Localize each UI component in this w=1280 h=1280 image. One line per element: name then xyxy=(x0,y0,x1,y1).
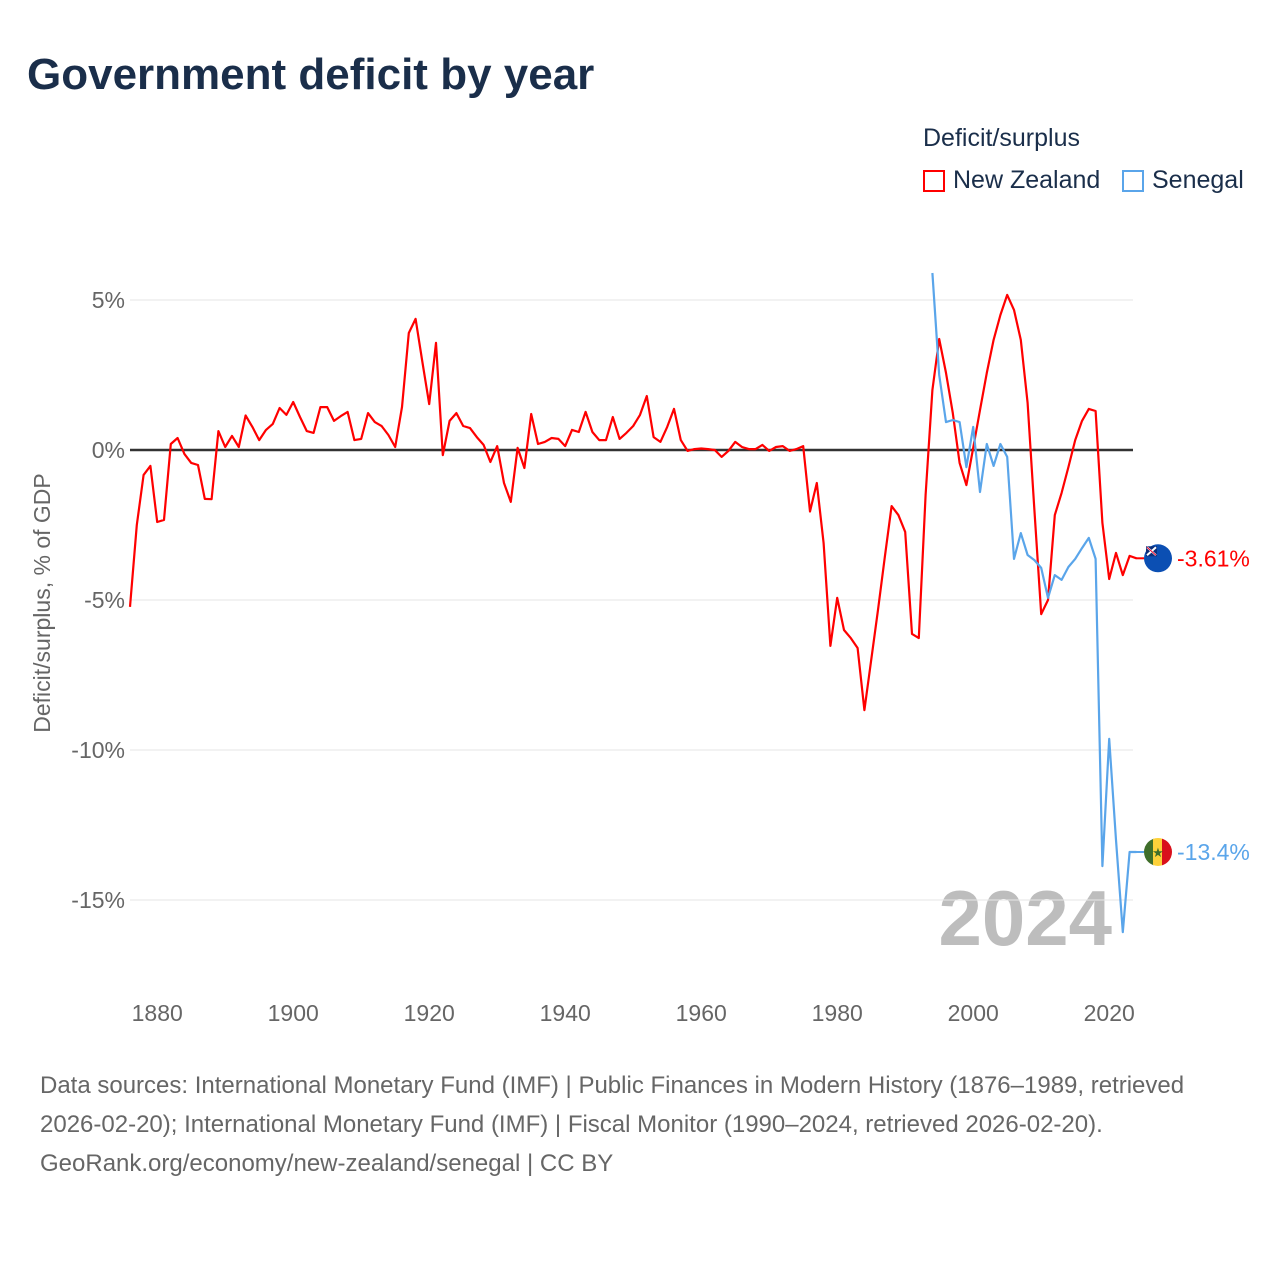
credit-link[interactable]: GeoRank.org/economy/new-zealand/senegal … xyxy=(40,1150,614,1177)
x-tick-label: 1940 xyxy=(540,1000,591,1026)
new-zealand-flag-icon xyxy=(1144,544,1172,573)
y-tick-label: -10% xyxy=(71,737,125,763)
series-line-new-zealand xyxy=(128,293,1137,712)
end-value-label: -3.61% xyxy=(1177,545,1250,571)
legend-item-new-zealand[interactable]: New Zealand xyxy=(923,166,1100,195)
legend-swatch-senegal xyxy=(1122,169,1144,192)
legend-title: Deficit/surplus xyxy=(923,124,1080,152)
legend-swatch-new-zealand xyxy=(923,169,945,192)
x-tick-label: 2020 xyxy=(1084,1000,1135,1026)
x-tick-label: 1900 xyxy=(268,1000,319,1026)
x-tick-label: 1960 xyxy=(676,1000,727,1026)
y-axis-label: Deficit/surplus, % of GDP xyxy=(29,473,55,732)
legend-label: Senegal xyxy=(1152,166,1244,194)
line-chart: 2024 5% 0% -5% -10% -15% 1880 1900 1920 1940 1960 1… xyxy=(29,272,1250,1026)
legend-label: New Zealand xyxy=(953,166,1101,194)
flag-green xyxy=(1144,838,1154,866)
senegal-flag-icon: ★ xyxy=(1144,838,1172,866)
chart-title: Government deficit by year xyxy=(27,50,595,99)
series-line-senegal xyxy=(931,272,1137,934)
footer: Data sources: International Monetary Fun… xyxy=(40,1066,1240,1183)
flag-yellow xyxy=(1153,838,1163,866)
flag-cross-red xyxy=(1146,546,1157,556)
end-value-label: -13.4% xyxy=(1177,839,1250,865)
flag-red xyxy=(1162,838,1172,866)
legend-item-senegal[interactable]: Senegal xyxy=(1122,166,1244,195)
flag-star: ★ xyxy=(1152,845,1164,860)
x-tick-label: 1920 xyxy=(404,1000,455,1026)
y-tick-label: 0% xyxy=(92,437,125,463)
y-tick-label: -15% xyxy=(71,887,125,913)
x-tick-label: 2000 xyxy=(948,1000,999,1026)
x-tick-label: 1880 xyxy=(132,1000,183,1026)
y-tick-label: -5% xyxy=(84,587,125,613)
x-tick-label: 1980 xyxy=(812,1000,863,1026)
year-watermark: 2024 xyxy=(938,874,1112,962)
data-sources: Data sources: International Monetary Fun… xyxy=(40,1072,1185,1138)
y-tick-label: 5% xyxy=(92,287,125,313)
